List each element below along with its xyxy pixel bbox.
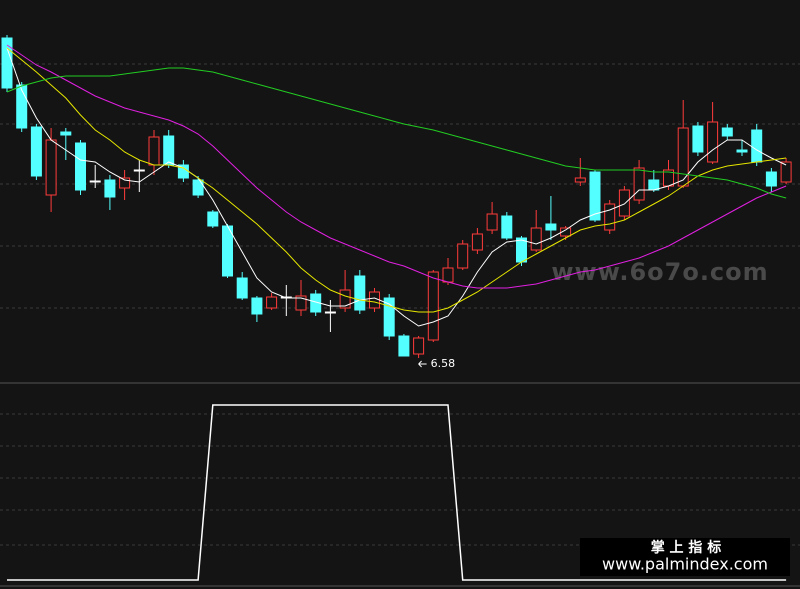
low-annotation: 6.58: [431, 357, 456, 370]
candle-body: [530, 227, 542, 251]
candle-body: [604, 203, 616, 231]
candle-body: [236, 277, 248, 299]
brand-url: www.palmindex.com: [602, 555, 768, 574]
candle-body: [119, 177, 131, 189]
brand: 掌 上 指 标: [651, 539, 722, 556]
moving-average-line: [6, 47, 787, 327]
candle-body: [30, 126, 42, 177]
candle-body: [413, 337, 425, 355]
candle-body: [721, 127, 733, 137]
candle-body: [383, 297, 395, 337]
moving-average-line: [6, 47, 787, 313]
main-grid: [0, 63, 800, 546]
candle-body: [633, 167, 645, 201]
candle-body: [765, 171, 777, 187]
candle-body: [589, 171, 601, 221]
watermark: www.6o7o.com: [551, 258, 768, 286]
candle-body: [354, 275, 366, 311]
candle-body: [618, 189, 630, 217]
candle-body: [324, 311, 336, 314]
candle-body: [501, 215, 513, 239]
candle-body: [707, 121, 719, 163]
candle-body: [560, 227, 572, 237]
candle-body: [545, 223, 557, 231]
candle-body: [574, 177, 586, 183]
candle-body: [486, 213, 498, 231]
indicator-line: [7, 404, 787, 581]
candle-body: [148, 136, 160, 166]
candle-body: [192, 179, 204, 196]
candle-body: [60, 131, 72, 136]
brand-box: [580, 538, 790, 576]
candle-body: [89, 180, 101, 183]
candle-body: [133, 169, 145, 172]
candle-body: [266, 296, 278, 309]
candle-body: [427, 271, 439, 341]
candle-body: [751, 129, 763, 163]
candle-body: [736, 149, 748, 153]
candle-body: [398, 335, 410, 357]
candle-body: [648, 179, 660, 191]
moving-average-line: [6, 67, 787, 199]
candle-body: [457, 243, 469, 269]
candle-body: [16, 84, 28, 129]
candle-body: [339, 289, 351, 309]
annotation-arrow: [418, 360, 427, 368]
candle-body: [780, 161, 792, 183]
candle-body: [692, 125, 704, 153]
candle-body: [222, 225, 233, 277]
moving-average-line: [6, 44, 787, 289]
candle-body: [163, 135, 175, 166]
candle-body: [45, 139, 57, 196]
candle-body: [369, 291, 380, 309]
candle-body: [207, 211, 219, 227]
candle-body: [442, 267, 454, 283]
candle-body: [104, 179, 116, 198]
candle-body: [75, 142, 86, 191]
candle-body: [251, 297, 263, 315]
candle-body: [516, 237, 527, 263]
candle-body: [471, 233, 483, 251]
candle-body: [295, 295, 307, 311]
candle-body: [677, 127, 689, 187]
